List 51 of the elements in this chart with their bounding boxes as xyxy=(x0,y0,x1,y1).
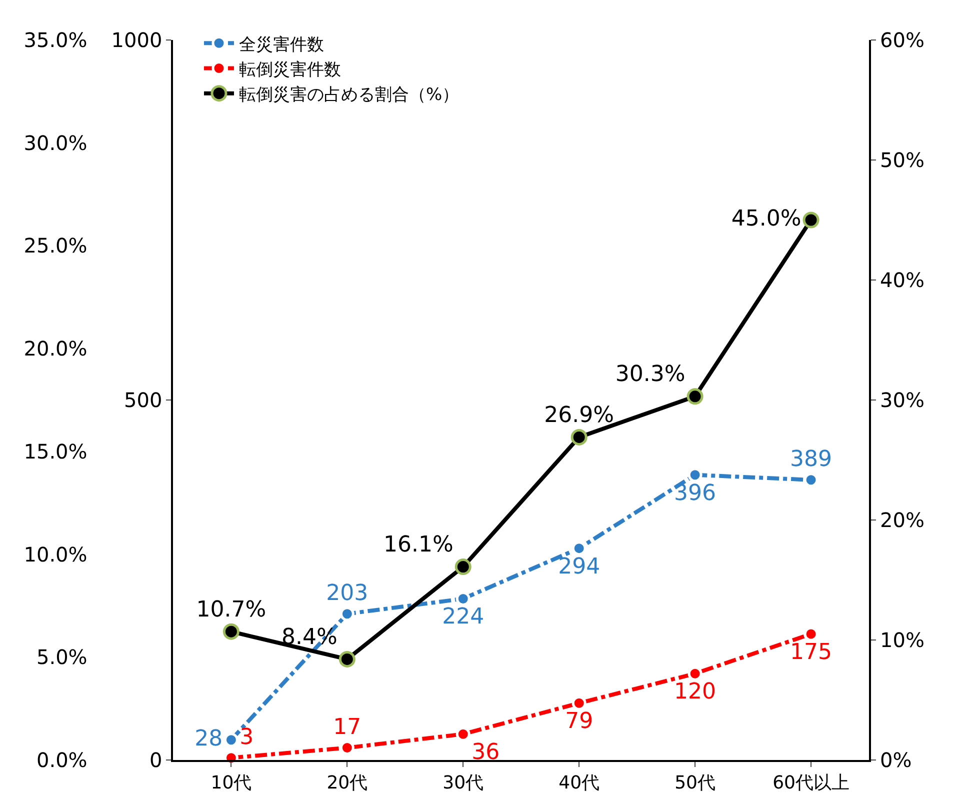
y2-tick-label: 60% xyxy=(880,28,924,52)
y-tick-label: 0 xyxy=(149,748,162,772)
y2-tick-label: 20% xyxy=(880,508,924,532)
x-tick-label: 20代 xyxy=(326,772,368,794)
x-tick-label: 60代以上 xyxy=(772,772,850,794)
data-label: 16.1% xyxy=(383,532,454,558)
data-label: 8.4% xyxy=(282,624,338,650)
y3-tick-label: 5.0% xyxy=(36,645,88,670)
y3-tick-label: 0.0% xyxy=(36,748,88,772)
data-label: 389 xyxy=(790,446,832,472)
data-label: 294 xyxy=(558,554,600,580)
y2-tick-label: 10% xyxy=(880,628,924,652)
y3-tick-label: 20.0% xyxy=(24,336,88,361)
data-label: 175 xyxy=(790,640,832,665)
y3-tick-label: 30.0% xyxy=(24,130,88,155)
data-label: 79 xyxy=(565,709,594,734)
data-label: 45.0% xyxy=(731,206,802,232)
y2-tick-label: 40% xyxy=(880,268,924,292)
data-label: 17 xyxy=(333,714,362,740)
y3-tick-label: 15.0% xyxy=(24,439,88,464)
point xyxy=(802,212,820,228)
y-tick-label: 1000 xyxy=(111,28,162,52)
data-label: 36 xyxy=(472,740,500,766)
data-label: 396 xyxy=(674,480,716,506)
legend-label: 転倒災害の占める割合（%） xyxy=(238,84,460,105)
point xyxy=(454,558,472,576)
legend-label: 転倒災害件数 xyxy=(238,60,341,80)
x-tick-label: 10代 xyxy=(210,772,252,794)
y2-tick-label: 0% xyxy=(880,748,912,772)
data-label: 120 xyxy=(674,680,716,705)
y-tick-label: 500 xyxy=(124,388,162,412)
point xyxy=(222,623,240,640)
data-label: 28 xyxy=(194,726,223,752)
point xyxy=(686,388,704,405)
y3-tick-label: 35.0% xyxy=(24,28,88,52)
data-label: 26.9% xyxy=(544,402,614,428)
data-label: 3 xyxy=(240,724,254,750)
y3-tick-label: 10.0% xyxy=(24,542,88,566)
legend-label: 全災害件数 xyxy=(238,34,324,55)
data-label: 224 xyxy=(442,604,484,630)
point xyxy=(570,428,588,446)
y3-tick-label: 25.0% xyxy=(24,234,88,258)
data-label: 30.3% xyxy=(615,362,686,388)
point xyxy=(338,650,356,668)
x-tick-label: 30代 xyxy=(442,772,484,794)
data-label: 10.7% xyxy=(196,597,266,622)
data-label: 203 xyxy=(326,580,368,606)
y2-tick-label: 30% xyxy=(880,388,924,412)
x-tick-label: 40代 xyxy=(558,772,600,794)
y2-tick-label: 50% xyxy=(880,148,924,172)
x-tick-label: 50代 xyxy=(674,772,716,794)
